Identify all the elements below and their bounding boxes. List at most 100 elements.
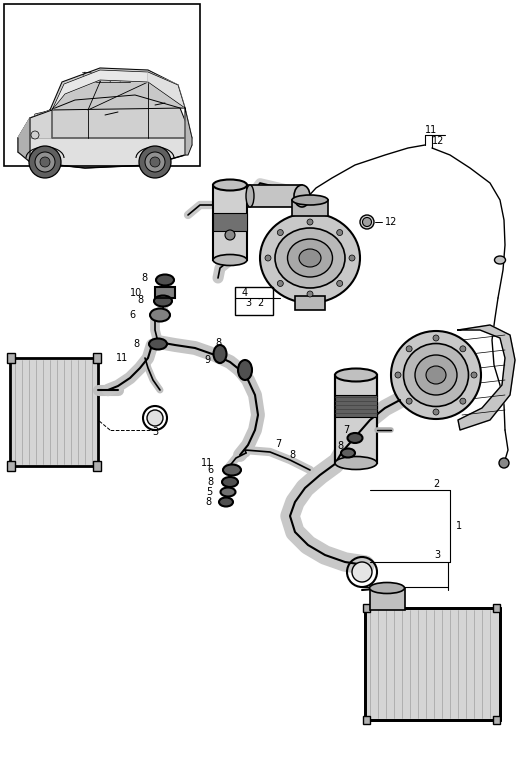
Text: 4: 4	[242, 288, 248, 298]
Text: 12: 12	[432, 136, 444, 146]
Text: 8: 8	[289, 450, 295, 460]
Ellipse shape	[294, 185, 310, 207]
Bar	[365, 608, 500, 720]
Ellipse shape	[288, 239, 333, 277]
Polygon shape	[18, 138, 192, 168]
Bar	[155, 287, 175, 298]
Circle shape	[352, 562, 372, 582]
Bar	[295, 296, 325, 310]
Polygon shape	[185, 108, 192, 155]
Bar	[363, 604, 370, 612]
Ellipse shape	[275, 228, 345, 288]
Ellipse shape	[222, 477, 238, 487]
Ellipse shape	[220, 488, 235, 496]
Bar	[493, 604, 500, 612]
Bar	[155, 287, 175, 298]
Ellipse shape	[213, 345, 227, 363]
Circle shape	[349, 255, 355, 261]
Text: 11: 11	[116, 353, 128, 363]
Circle shape	[471, 372, 477, 378]
Circle shape	[307, 219, 313, 225]
Bar	[235, 287, 273, 315]
Circle shape	[29, 146, 61, 178]
Ellipse shape	[150, 309, 170, 322]
Text: 8: 8	[134, 339, 140, 349]
Text: 3: 3	[152, 427, 158, 437]
Ellipse shape	[292, 195, 328, 205]
Bar	[335, 375, 377, 463]
Bar	[213, 213, 247, 231]
Circle shape	[307, 291, 313, 297]
Circle shape	[433, 409, 439, 415]
Ellipse shape	[360, 215, 374, 229]
Bar	[247, 185, 302, 207]
Bar	[213, 185, 247, 260]
Text: 10: 10	[130, 288, 142, 298]
Text: 7: 7	[275, 439, 281, 449]
Bar	[493, 716, 500, 724]
Text: 2: 2	[434, 479, 440, 489]
Text: 6: 6	[208, 465, 214, 475]
Ellipse shape	[404, 343, 469, 406]
Bar	[7, 353, 15, 363]
Ellipse shape	[348, 433, 362, 443]
Polygon shape	[18, 110, 52, 138]
Polygon shape	[10, 358, 98, 466]
Ellipse shape	[370, 582, 405, 594]
Ellipse shape	[156, 274, 174, 286]
Text: 5: 5	[206, 487, 212, 497]
Ellipse shape	[391, 331, 481, 419]
Bar	[370, 588, 405, 610]
Polygon shape	[458, 325, 515, 430]
Ellipse shape	[335, 456, 377, 469]
Polygon shape	[50, 68, 185, 110]
Circle shape	[265, 255, 271, 261]
Text: 8: 8	[142, 273, 148, 283]
Bar	[335, 375, 377, 463]
Text: 11: 11	[201, 458, 213, 468]
Text: 3: 3	[245, 298, 251, 308]
Bar	[4, 4, 200, 166]
Bar	[7, 461, 15, 471]
Ellipse shape	[246, 185, 254, 207]
Circle shape	[150, 157, 160, 167]
Text: 12: 12	[385, 217, 397, 227]
Text: 7: 7	[343, 425, 349, 435]
Bar	[93, 353, 101, 363]
Text: 6: 6	[130, 310, 136, 320]
Polygon shape	[52, 70, 148, 110]
Circle shape	[395, 372, 401, 378]
Text: 9: 9	[204, 355, 210, 365]
Polygon shape	[148, 72, 185, 108]
Circle shape	[460, 398, 466, 404]
Polygon shape	[18, 118, 30, 162]
Circle shape	[277, 280, 283, 286]
Text: 8: 8	[208, 477, 214, 487]
Circle shape	[147, 410, 163, 426]
Ellipse shape	[213, 254, 247, 266]
Ellipse shape	[154, 296, 172, 306]
Text: 8: 8	[206, 497, 212, 507]
Circle shape	[499, 458, 509, 468]
Text: 8: 8	[215, 338, 221, 348]
Ellipse shape	[426, 366, 446, 384]
Bar	[363, 716, 370, 724]
Text: 1: 1	[456, 521, 462, 531]
Ellipse shape	[299, 249, 321, 267]
Ellipse shape	[415, 355, 457, 395]
Circle shape	[31, 131, 39, 139]
Circle shape	[40, 157, 50, 167]
Ellipse shape	[149, 339, 167, 349]
Circle shape	[337, 280, 343, 286]
Circle shape	[433, 335, 439, 341]
Ellipse shape	[341, 449, 355, 458]
Ellipse shape	[219, 498, 233, 507]
Ellipse shape	[494, 256, 505, 264]
Circle shape	[337, 230, 343, 236]
Bar	[93, 461, 101, 471]
Ellipse shape	[223, 465, 241, 475]
Text: 2: 2	[257, 298, 263, 308]
Circle shape	[139, 146, 171, 178]
Circle shape	[406, 398, 412, 404]
Circle shape	[35, 152, 55, 172]
